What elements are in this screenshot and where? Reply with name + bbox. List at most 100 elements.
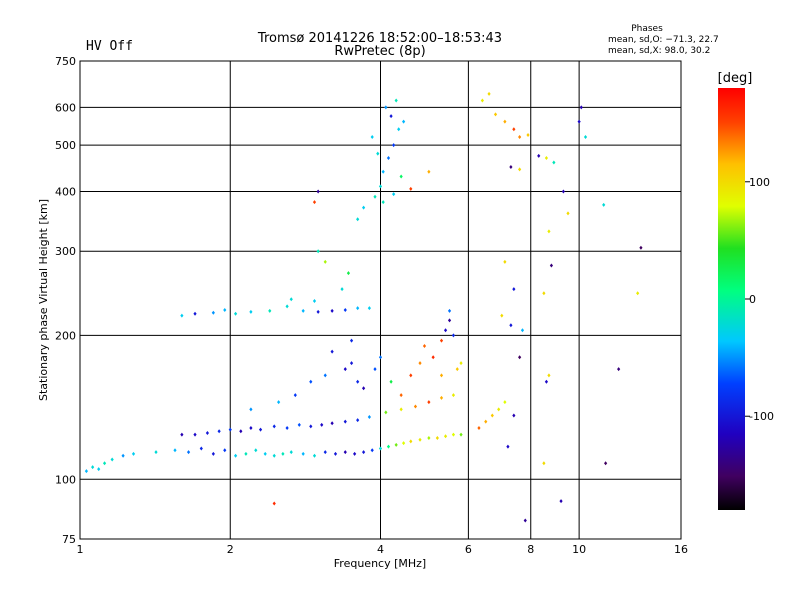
scatter-point [443, 328, 448, 333]
scatter-point [312, 200, 317, 205]
scatter-point [490, 413, 494, 418]
scatter-point [180, 432, 184, 437]
scatter-point [254, 448, 258, 453]
y-tick-label: 750 [55, 55, 76, 68]
scatter-point [323, 450, 327, 455]
y-tick-label: 500 [55, 139, 76, 152]
scatter-point [386, 156, 391, 161]
scatter-point [523, 518, 527, 523]
scatter-point [537, 153, 541, 158]
y-tick-label: 75 [62, 533, 76, 546]
scatter-point [455, 367, 459, 372]
scatter-point [211, 310, 215, 315]
scatter-point [497, 407, 501, 412]
scatter-point [373, 194, 377, 199]
scatter-point [91, 465, 95, 470]
scatter-point [323, 259, 327, 264]
scatter-point [547, 373, 551, 378]
stats-title: Phases [631, 24, 663, 34]
scatter-point [199, 446, 203, 451]
scatter-point [293, 393, 297, 398]
scatter-point [84, 469, 89, 474]
hv-status-label: HV Off [86, 39, 133, 54]
scatter-point [409, 373, 413, 378]
colorbar-label: [deg] [718, 71, 753, 86]
scatter-point [583, 135, 588, 140]
colorbar-ticks: 100 0 -100 [745, 176, 774, 423]
scatter-point [193, 432, 197, 437]
scatter-point [518, 135, 522, 140]
scatter-point [459, 361, 463, 366]
scatter-point [297, 422, 301, 427]
scatter-point [234, 311, 238, 316]
y-tick-label: 600 [55, 101, 76, 114]
scatter-point [561, 189, 565, 194]
scatter-point [512, 127, 516, 132]
x-tick-label: 1 [77, 543, 84, 556]
scatter-point [211, 451, 215, 456]
scatter-point [263, 451, 267, 456]
scatter-point [451, 333, 456, 338]
scatter-point [397, 127, 401, 132]
scatter-point [394, 442, 398, 447]
scatter-point [542, 291, 546, 296]
scatter-point [512, 287, 516, 292]
scatter-point [409, 439, 413, 444]
scatter-point [312, 453, 317, 458]
scatter-point [367, 306, 371, 311]
scatter-point [316, 189, 320, 194]
scatter-point [309, 424, 313, 429]
data-points [84, 91, 643, 523]
scatter-point [343, 419, 347, 424]
scatter-point [418, 361, 422, 366]
scatter-point [579, 105, 583, 110]
stats-line-x: mean, sd,X: 98.0, 30.2 [608, 46, 710, 56]
scatter-point [217, 429, 221, 434]
y-tick-label: 100 [55, 473, 76, 486]
scatter-point [239, 429, 243, 434]
scatter-point [289, 450, 293, 455]
scatter-point [378, 446, 383, 451]
x-tick-label: 4 [377, 543, 384, 556]
chart-subtitle: RwPretec (8p) [334, 44, 425, 59]
scatter-point [439, 338, 444, 343]
scatter-point [316, 249, 320, 254]
scatter-point [340, 287, 344, 292]
scatter-point [249, 407, 253, 412]
scatter-point [373, 367, 377, 372]
scatter-point [272, 453, 276, 458]
scatter-point [512, 413, 516, 418]
scatter-point [384, 410, 388, 415]
scatter-point [402, 441, 406, 446]
scatter-point [356, 306, 360, 311]
x-axis-label: Frequency [MHz] [334, 557, 426, 570]
y-tick-label: 400 [55, 185, 76, 198]
scatter-point [549, 263, 554, 268]
scatter-point [487, 91, 491, 96]
scatter-point [439, 373, 444, 378]
scatter-point [272, 424, 276, 429]
scatter-point [542, 461, 546, 466]
scatter-point [244, 451, 248, 456]
scatter-point [349, 338, 354, 343]
scatter-point [484, 419, 488, 424]
scatter-point [367, 414, 371, 419]
scatter-point [333, 451, 338, 456]
scatter-point [381, 200, 385, 205]
scatter-point [330, 421, 334, 426]
scatter-point [370, 135, 374, 140]
scatter-point [173, 448, 177, 453]
scatter-point [223, 308, 227, 313]
scatter-point [506, 444, 510, 449]
chart-title: Tromsø 20141226 18:52:00–18:53:43 [257, 31, 502, 46]
scatter-point [234, 453, 238, 458]
scatter-point [617, 367, 621, 372]
scatter-point [154, 450, 158, 455]
y-tick-labels: 75 100 200 300 400 500 600 750 [55, 55, 76, 546]
scatter-point [330, 349, 334, 354]
scatter-point [323, 373, 327, 378]
scatter-point [102, 461, 107, 466]
scatter-point [602, 202, 606, 207]
scatter-point [520, 328, 525, 333]
colorbar [718, 88, 745, 510]
